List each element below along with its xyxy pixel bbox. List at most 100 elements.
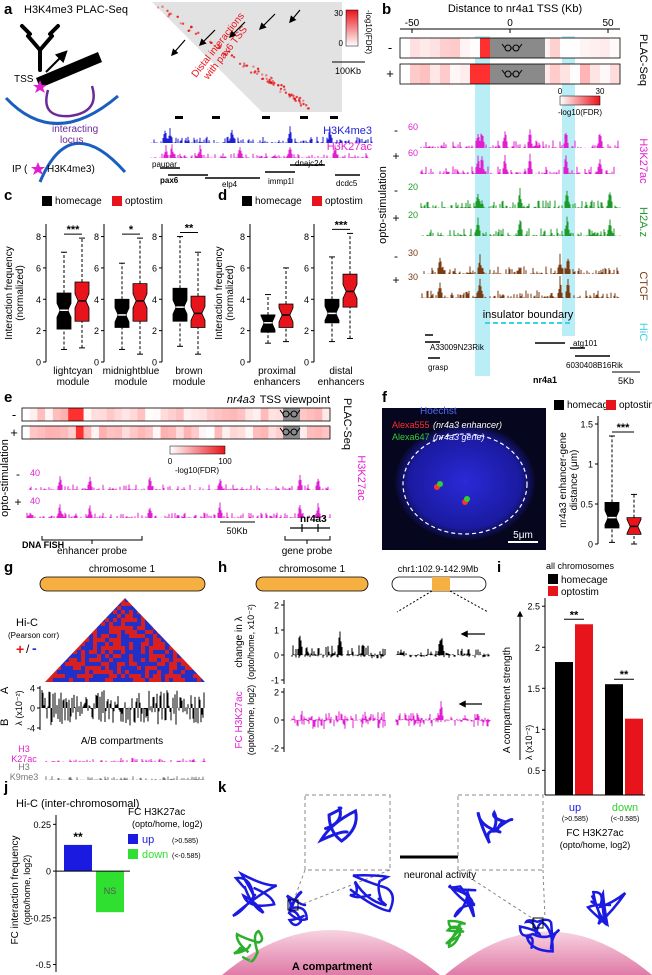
hic-cell [165, 674, 169, 678]
label: H3 [18, 744, 30, 754]
chromatin [445, 919, 467, 949]
viewpoint-block [490, 64, 545, 84]
hic-cell [149, 674, 153, 678]
hic-cell [149, 662, 153, 666]
hic-cell [89, 646, 93, 650]
hic-cell [165, 626, 169, 630]
hic-cell [149, 650, 153, 654]
heatmap-cell [129, 426, 138, 439]
strip-frame [399, 37, 621, 59]
hic-cell [73, 674, 77, 678]
hic-cell [117, 610, 121, 614]
chromatin [285, 890, 308, 927]
hic-cell [61, 630, 65, 634]
hic-cell [133, 630, 137, 634]
hic-cell [125, 646, 129, 650]
arrow [171, 39, 186, 57]
hic-cell [137, 674, 141, 678]
hic-cell [53, 614, 57, 618]
hic-cell [193, 622, 197, 626]
hic-cell [153, 678, 157, 682]
hic-cell [201, 658, 205, 662]
contact-dot [227, 50, 231, 53]
contact-dot [255, 72, 259, 75]
hic-cell [201, 634, 205, 638]
hic-cell [81, 646, 85, 650]
heatmap-cell [410, 64, 421, 84]
significance: *** [617, 422, 631, 434]
hic-cell [193, 642, 197, 646]
hic-cell [105, 614, 109, 618]
compartment-track [41, 690, 205, 726]
hic-cell [161, 670, 165, 674]
hic-cell [121, 666, 125, 670]
hic-cell [129, 646, 133, 650]
hic-cell [181, 610, 185, 614]
heatmap-cell [168, 408, 177, 421]
hic-cell [117, 654, 121, 658]
hic-cell [193, 678, 197, 682]
hic-cell [117, 622, 121, 626]
interaction-bin [330, 116, 338, 119]
track-label: CTCF [637, 271, 649, 301]
hic-cell [89, 618, 93, 622]
hic-cell [97, 674, 101, 678]
hic-cell [165, 598, 169, 602]
contact-dot [168, 12, 171, 15]
hic-cell [201, 662, 205, 666]
heatmap-cell [450, 38, 461, 58]
hic-cell [45, 650, 49, 654]
hic-cell [93, 626, 97, 630]
hic-cell [65, 654, 69, 658]
label: H3K27ac [327, 141, 373, 153]
track-scale: 20 [408, 182, 418, 192]
label: / [26, 642, 30, 656]
hic-cell [77, 662, 81, 666]
label: (opto/home, log2) [132, 819, 203, 829]
legend-label: optostim [125, 196, 163, 207]
hic-cell [173, 618, 177, 622]
label: HiC [637, 323, 649, 341]
panel-letter: c [4, 187, 12, 204]
hic-cell [93, 610, 97, 614]
hic-cell [101, 666, 105, 670]
hic-cell [161, 646, 165, 650]
hic-cell [177, 654, 181, 658]
hic-cell [73, 626, 77, 630]
label: opto-stimulation [377, 166, 389, 244]
heatmap-cell [460, 64, 471, 84]
gene-label: nr4a1 [533, 375, 557, 385]
y-tick-label: 4 [304, 295, 309, 305]
hic-cell [169, 654, 173, 658]
hic-cell [189, 654, 193, 658]
hic-cell [89, 678, 93, 682]
hic-cell [69, 678, 73, 682]
hic-cell [49, 618, 53, 622]
label: insulator boundary [483, 309, 574, 321]
label: up [569, 802, 581, 814]
heatmap-cell [145, 426, 154, 439]
label: H3K4me3) [47, 164, 95, 175]
hic-cell [65, 610, 69, 614]
colorbar-label: -log10(FDR) [364, 10, 373, 54]
heatmap-cell [29, 426, 38, 439]
hic-cell [105, 662, 109, 666]
hic-cell [109, 662, 113, 666]
hic-cell [69, 618, 73, 622]
heatmap-cell [610, 64, 621, 84]
legend-swatch [128, 849, 138, 859]
hic-cell [173, 662, 177, 666]
hic-cell [65, 650, 69, 654]
hic-cell [89, 670, 93, 674]
hic-cell [129, 602, 133, 606]
contact-dot [188, 29, 191, 32]
hic-cell [189, 610, 193, 614]
hic-cell [105, 658, 109, 662]
hic-cell [133, 638, 137, 642]
hic-cell [77, 666, 81, 670]
label: FC H3K27ac [566, 828, 623, 839]
hic-cell [97, 618, 101, 622]
hic-cell [185, 646, 189, 650]
hic-cell [53, 606, 57, 610]
y-tick-label: 0 [152, 358, 157, 368]
